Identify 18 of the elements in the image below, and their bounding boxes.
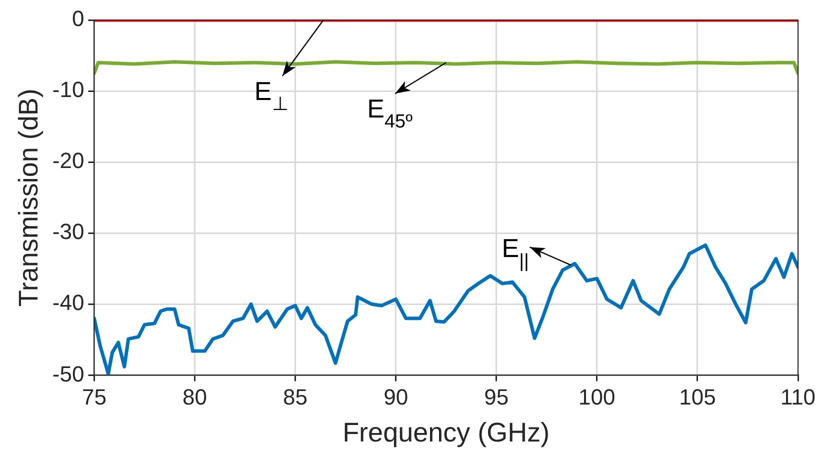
annotation: E||: [502, 233, 529, 272]
x-tick-label: 90: [384, 384, 408, 410]
x-tick-label: 85: [283, 384, 308, 410]
x-tick-label: 110: [780, 384, 816, 410]
x-axis-title: Frequency (GHz): [342, 417, 550, 448]
y-tick-label: -40: [52, 290, 84, 316]
y-tick-label: 0: [72, 6, 84, 32]
x-tick-label: 105: [679, 384, 716, 410]
x-tick-label: 75: [82, 384, 106, 410]
y-tick-label: -10: [52, 77, 84, 102]
x-tick-label: 95: [484, 384, 509, 410]
x-tick-label: 80: [182, 384, 207, 410]
annotation: E⊥: [254, 76, 289, 115]
y-tick-label: -30: [52, 219, 84, 244]
y-tick-label: -20: [52, 148, 84, 174]
x-tick-label: 100: [578, 384, 616, 410]
y-tick-label: -50: [52, 361, 84, 386]
y-axis-title: Transmission (dB): [14, 88, 44, 307]
